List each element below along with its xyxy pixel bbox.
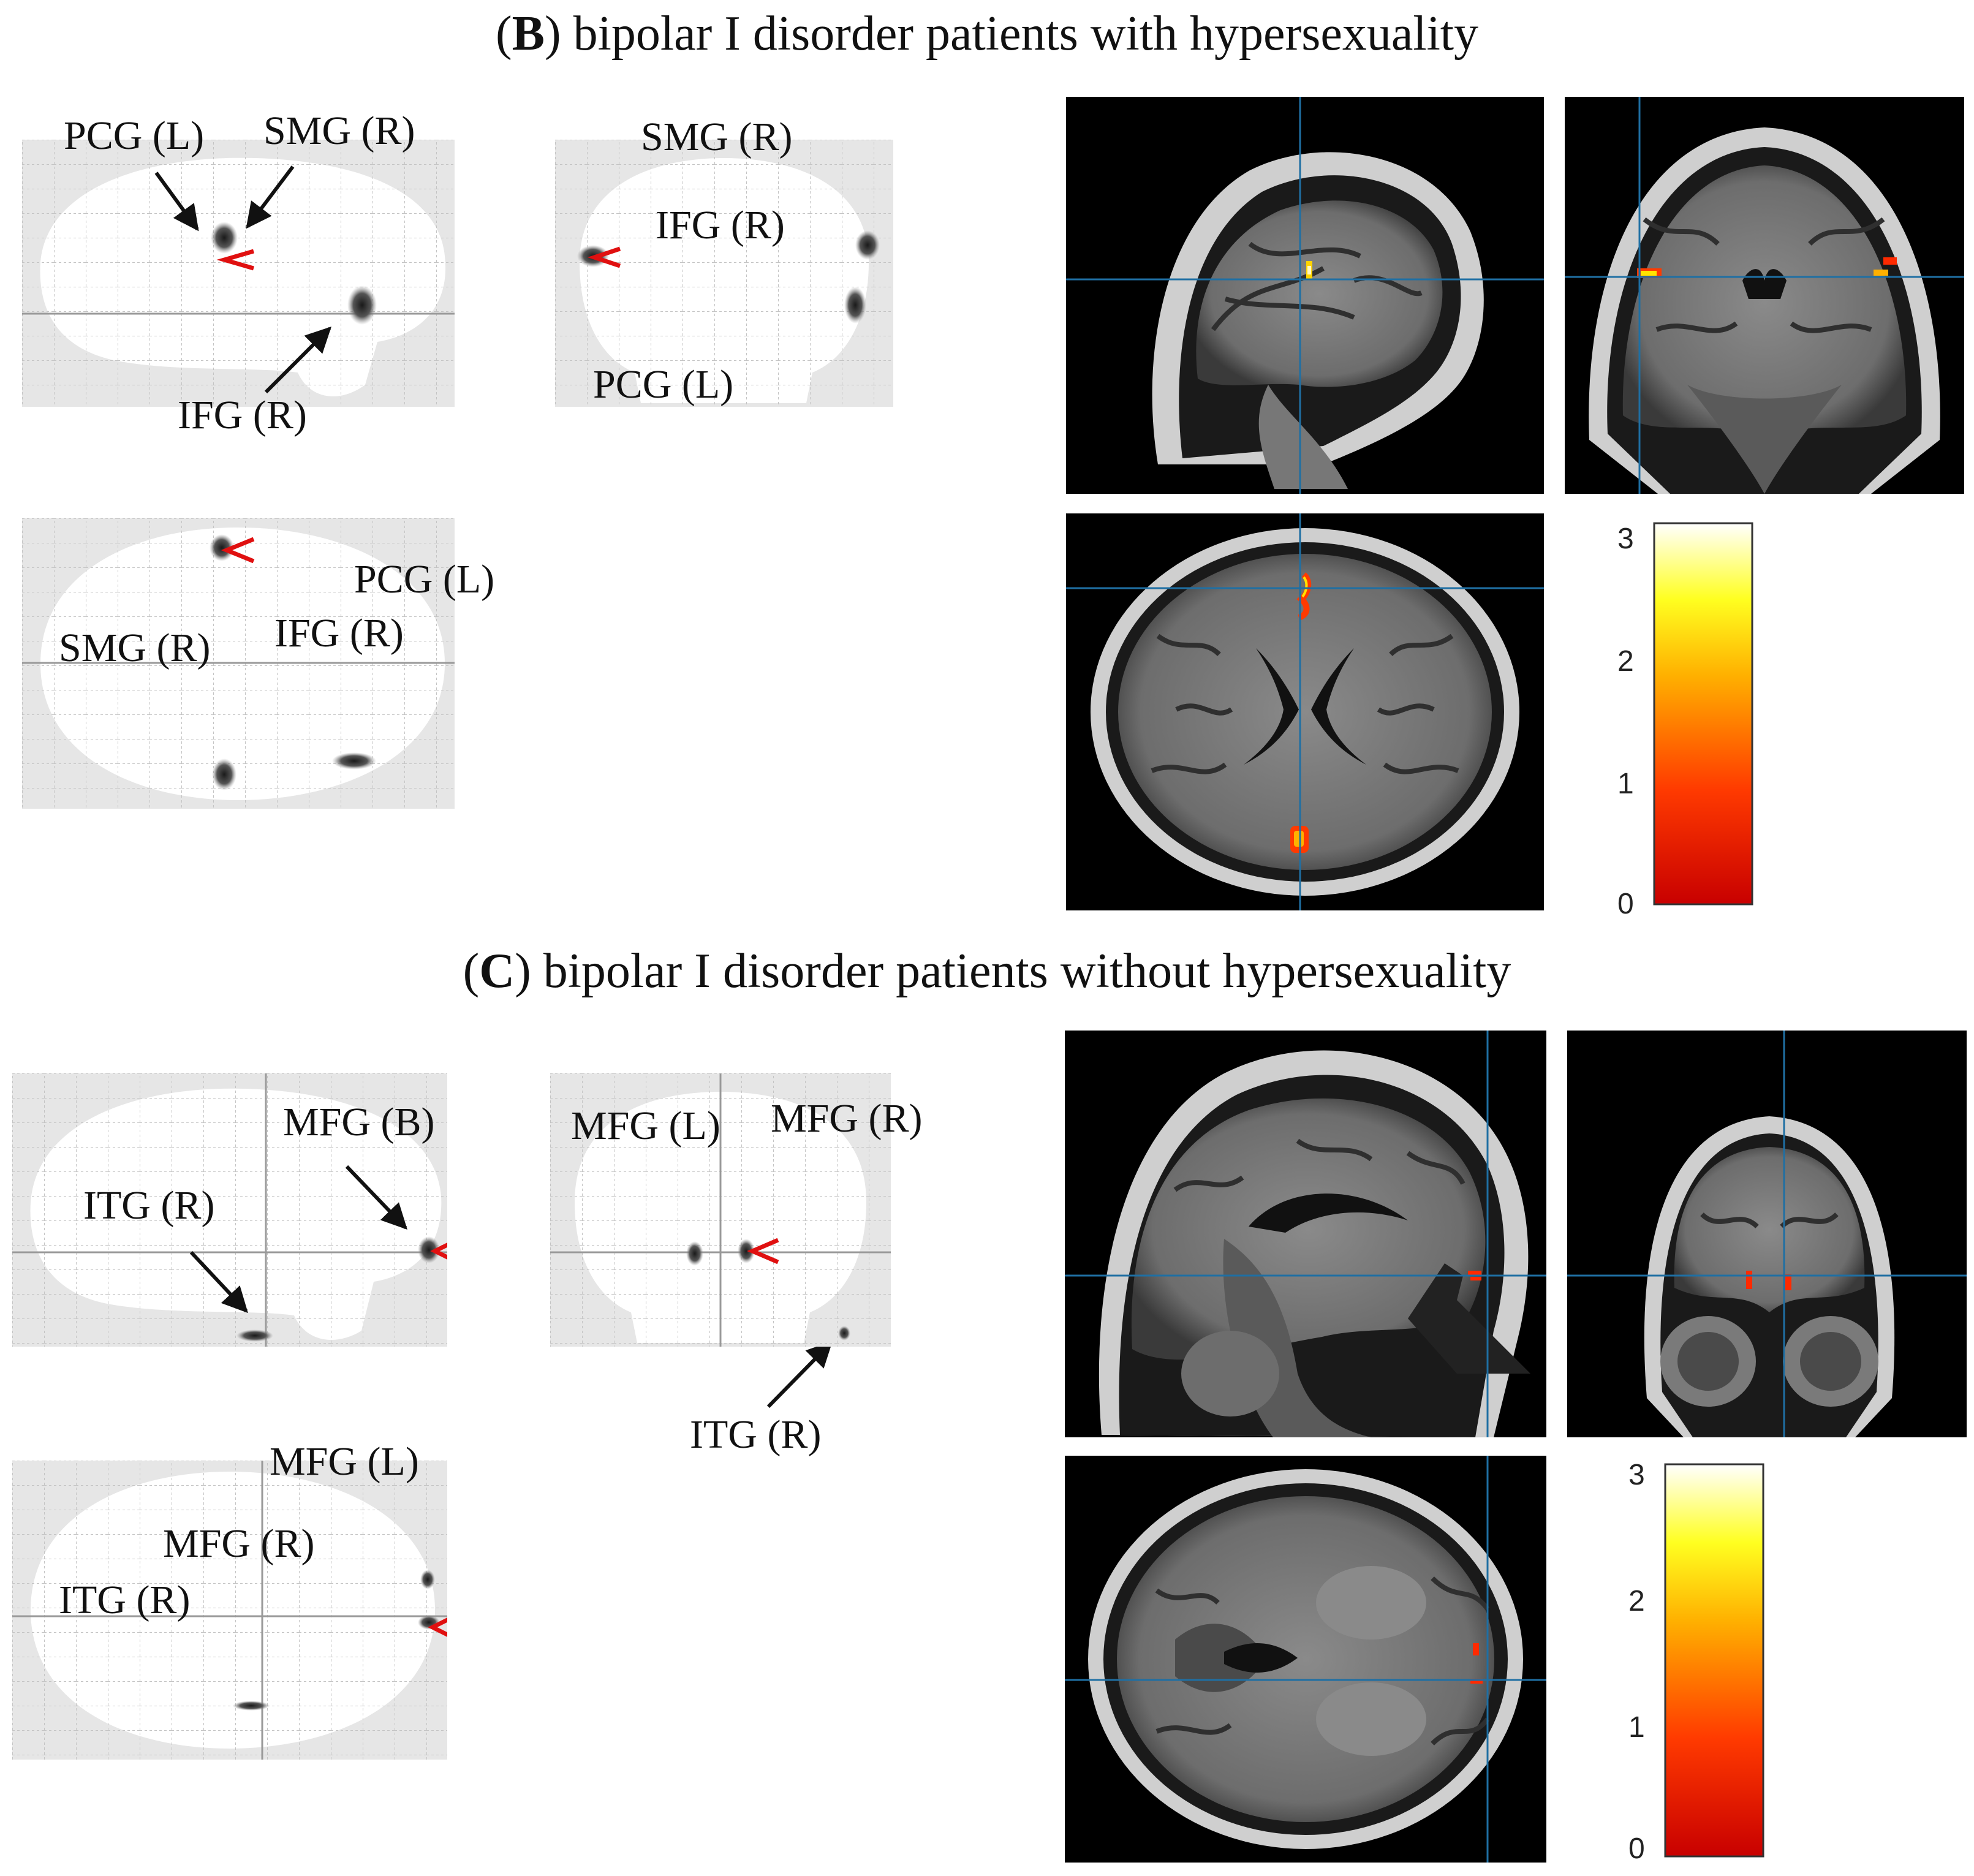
panel-c-mri-axial — [1065, 1456, 1546, 1863]
panel-b-mri-axial — [1066, 513, 1544, 910]
panel-c-axial-label-mfg-l: MFG (L) — [270, 1439, 419, 1484]
panel-c-sagittal-label-mfg: MFG (B) — [283, 1100, 435, 1144]
panel-c-sagittal-label-itg: ITG (R) — [83, 1183, 215, 1228]
panel-b-colorbar-tick-0: 0 — [1617, 888, 1634, 920]
panel-c-colorbar-tick-0: 0 — [1628, 1833, 1645, 1865]
panel-b-title-text: bipolar I disorder patients with hyperse… — [561, 7, 1479, 61]
panel-c-colorbar-tick-2: 2 — [1628, 1585, 1645, 1617]
panel-b-coronal-label-ifg: IFG (R) — [656, 203, 785, 248]
panel-c-colorbar: 3 2 1 0 — [1628, 1458, 1769, 1865]
panel-b-axial-label-smg: SMG (R) — [59, 626, 211, 670]
panel-b-sagittal-label-smg: SMG (R) — [263, 108, 415, 153]
panel-b-axial-label-pcg: PCG (L) — [354, 557, 495, 602]
panel-b-sagittal-label-pcg: PCG (L) — [64, 113, 205, 158]
panel-b-title: (B) bipolar I disorder patients with hyp… — [495, 7, 1479, 61]
panel-c-coronal-label-itg: ITG (R) — [690, 1412, 822, 1457]
panel-c-letter: C — [479, 944, 515, 998]
panel-c-title-text: bipolar I disorder patients without hype… — [531, 944, 1511, 998]
panel-c-coronal-label-mfg-r: MFG (R) — [771, 1096, 923, 1141]
panel-b-mri-sagittal — [1066, 97, 1544, 494]
panel-b-glass-coronal — [555, 140, 893, 407]
panel-c-axial-label-itg: ITG (R) — [59, 1578, 191, 1622]
panel-c-glass-coronal — [550, 1073, 891, 1347]
panel-c-mri-sagittal — [1065, 1031, 1546, 1437]
panel-c-title: (C) bipolar I disorder patients without … — [463, 944, 1511, 998]
panel-c-glass-axial — [12, 1461, 447, 1760]
panel-b-colorbar-tick-2: 2 — [1617, 645, 1634, 678]
panel-c-colorbar-tick-3: 3 — [1628, 1459, 1645, 1491]
panel-b-colorbar-tick-1: 1 — [1617, 768, 1634, 800]
panel-b-glass-sagittal — [22, 140, 455, 407]
panel-c-axial-label-mfg-r: MFG (R) — [163, 1521, 315, 1566]
panel-b-coronal-label-smg: SMG (R) — [641, 115, 793, 159]
panel-c-coronal-label-mfg-l: MFG (L) — [571, 1103, 720, 1148]
panel-c-colorbar-tick-1: 1 — [1628, 1711, 1645, 1744]
panel-b-glass-axial — [22, 518, 455, 809]
panel-b-mri-coronal — [1565, 97, 1964, 494]
panel-b-colorbar-tick-3: 3 — [1617, 523, 1634, 555]
panel-b-coronal-label-pcg: PCG (L) — [593, 362, 734, 407]
panel-b-colorbar: 3 2 1 0 — [1617, 522, 1758, 920]
panel-b-letter: B — [512, 7, 545, 61]
panel-b-axial-label-ifg: IFG (R) — [274, 611, 404, 656]
panel-b-sagittal-label-ifg: IFG (R) — [178, 393, 307, 437]
panel-c-mri-coronal — [1567, 1031, 1967, 1437]
